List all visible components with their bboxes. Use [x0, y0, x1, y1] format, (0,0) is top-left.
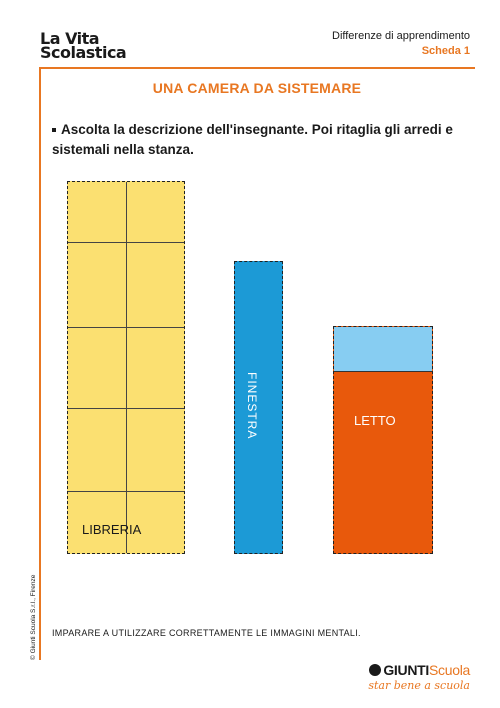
libreria-shelf	[68, 408, 184, 409]
frame-left-border	[39, 67, 41, 660]
bullet-icon	[52, 128, 56, 133]
brand-text-2: Scolastica	[40, 43, 127, 62]
brand-text-1: La Vita	[40, 29, 100, 48]
copyright-note: © Giunti Scuola S.r.l., Firenze	[30, 574, 37, 660]
frame-top-border	[39, 67, 475, 69]
publisher-tagline: star bene a scuola	[368, 679, 470, 692]
finestra-label: FINESTRA	[245, 372, 259, 440]
letto-label: LETTO	[354, 413, 396, 428]
finestra-cutout[interactable]: FINESTRA	[234, 261, 283, 554]
libreria-divider-vertical	[126, 182, 127, 553]
publisher-logo: GIUNTIScuola star bene a scuola	[368, 662, 470, 692]
page-title: UNA CAMERA DA SISTEMARE	[152, 80, 362, 96]
giunti-circle-icon	[369, 664, 382, 676]
brand-logo-line2: Scolastica	[40, 43, 127, 62]
publisher-main: GIUNTI	[383, 662, 429, 678]
brand-logo-line1: La Vita	[40, 29, 100, 48]
sheet-label: Scheda 1	[421, 45, 470, 57]
libreria-shelf	[68, 242, 184, 243]
libreria-shelf	[68, 491, 184, 492]
letto-pillow	[334, 327, 432, 372]
subject-label: Differenze di apprendimento	[332, 30, 470, 42]
letto-cutout[interactable]: LETTO	[333, 326, 433, 554]
instruction-content: Ascolta la descrizione dell'insegnante. …	[52, 122, 453, 157]
libreria-cutout[interactable]: LIBRERIA	[67, 181, 185, 554]
learning-objective: IMPARARE A UTILIZZARE CORRETTAMENTE LE I…	[52, 628, 361, 638]
instruction-text: Ascolta la descrizione dell'insegnante. …	[52, 120, 472, 160]
libreria-label: LIBRERIA	[82, 522, 142, 537]
publisher-accent: Scuola	[428, 662, 470, 678]
publisher-name: GIUNTIScuola	[368, 662, 470, 678]
libreria-shelf	[68, 327, 184, 328]
